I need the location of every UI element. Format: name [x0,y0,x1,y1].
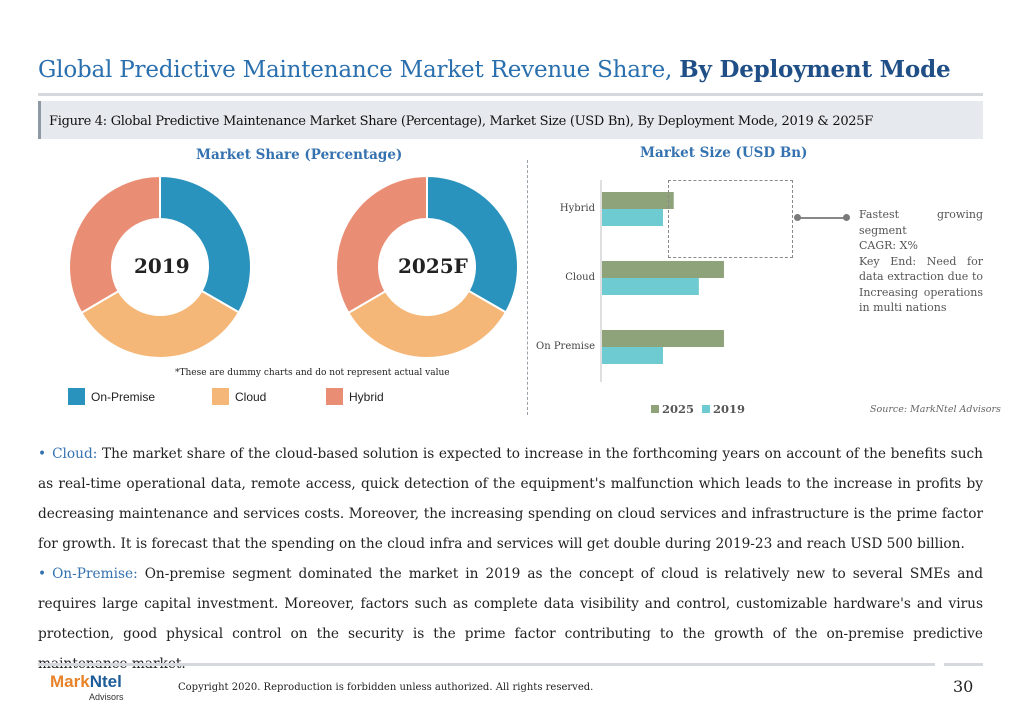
bar-on-premise-2025 [602,330,724,347]
bar-category-label-on-premise: On Premise [536,341,595,352]
legend-swatch-cloud [212,388,229,405]
bullet-marker: • [38,446,47,462]
callout-line-7: in multi nations [859,301,947,314]
market-share-heading: Market Share (Percentage) [196,147,403,163]
callout-dot-end [843,214,850,221]
bar-chart-legend: 2025 2019 [651,402,745,416]
legend-label-on-premise: On-Premise [91,389,156,404]
legend-swatch-on-premise [68,388,85,405]
legend-swatch-2025 [651,405,659,413]
legend-item-cloud: Cloud [212,388,266,405]
donut-center-label-2019: 2019 [134,254,190,278]
title-bold: By Deployment Mode [679,56,951,83]
bar-category-label-hybrid: Hybrid [560,203,596,214]
footer-rule-page [944,663,983,666]
bullet-text-cloud: The market share of the cloud-based solu… [38,446,983,552]
bullet-marker: • [38,566,47,582]
bullet-text-on-premise: On-premise segment dominated the market … [38,566,983,672]
donut-2019-slice-on-premise [159,175,252,314]
legend-item-hybrid: Hybrid [326,388,384,405]
callout-dot-start [794,214,801,221]
callout-line-6: Increasing operations [859,285,983,299]
bullet-cloud: • Cloud: The market share of the cloud-ba… [38,439,983,559]
callout-line-4: Key End: Need for [859,254,983,268]
logo-wordmark: MarkNtel [50,672,122,691]
legend-swatch-hybrid [326,388,343,405]
market-size-bar-chart: Hybrid Cloud On Premise [536,180,724,382]
copyright-notice: Copyright 2020. Reproduction is forbidde… [178,682,594,693]
donut-center-label-2025: 2025F [398,254,468,278]
page-title: Global Predictive Maintenance Market Rev… [38,56,951,83]
market-size-heading: Market Size (USD Bn) [640,145,808,161]
page-number: 30 [953,677,974,696]
bullet-key-cloud: Cloud: [52,446,98,462]
bar-hybrid-2019 [602,209,663,226]
donut-2025-slice-on-premise [426,175,519,314]
bar-on-premise-2019 [602,347,663,364]
footer-rule [38,663,935,666]
marknet-logo: MarkNtel Advisors [50,672,124,702]
bullet-key-on-premise: On-Premise: [52,566,138,582]
donut-chart-2019 [68,175,252,359]
legend-label-2019: 2019 [713,402,746,416]
callout-line-5: data extraction due to [859,270,983,283]
callout-line-2: segment [859,223,907,237]
callout-text: Fastest growing segment CAGR: X% Key End… [859,207,983,316]
title-regular: Global Predictive Maintenance Market Rev… [38,57,673,83]
callout-highlight-box [668,180,793,258]
figure-caption: Figure 4: Global Predictive Maintenance … [49,114,873,129]
legend-swatch-2019 [702,405,711,413]
legend-label-2025: 2025 [662,402,695,416]
donut-2019-slice-cloud [80,289,241,359]
donut-2025-slice-hybrid [335,175,428,315]
legend-label-hybrid: Hybrid [349,389,384,404]
callout-connector [798,217,846,219]
legend-item-on-premise: On-Premise [68,388,155,405]
bar-cloud-2019 [602,278,699,295]
bar-cloud-2025 [602,261,724,278]
callout-line-3: CAGR: X% [859,239,918,252]
bullet-on-premise: • On-Premise: On-premise segment dominate… [38,559,983,679]
bar-hybrid-2025 [602,192,674,209]
callout-line-1: Fastest growing [859,208,983,221]
dummy-chart-note: *These are dummy charts and do not repre… [175,368,450,378]
donut-chart-2025 [335,175,519,359]
legend-label-cloud: Cloud [235,389,267,404]
title-rule [38,93,983,96]
donut-2019-slice-hybrid [68,175,161,315]
figure-caption-accent [38,101,41,139]
donut-2025-slice-cloud [347,289,508,359]
figure-caption-box [38,101,983,139]
section-divider [527,160,528,415]
bar-category-label-cloud: Cloud [565,272,595,283]
source-note: Source: MarkNtel Advisors [870,404,1001,415]
logo-subtitle: Advisors [89,692,124,702]
